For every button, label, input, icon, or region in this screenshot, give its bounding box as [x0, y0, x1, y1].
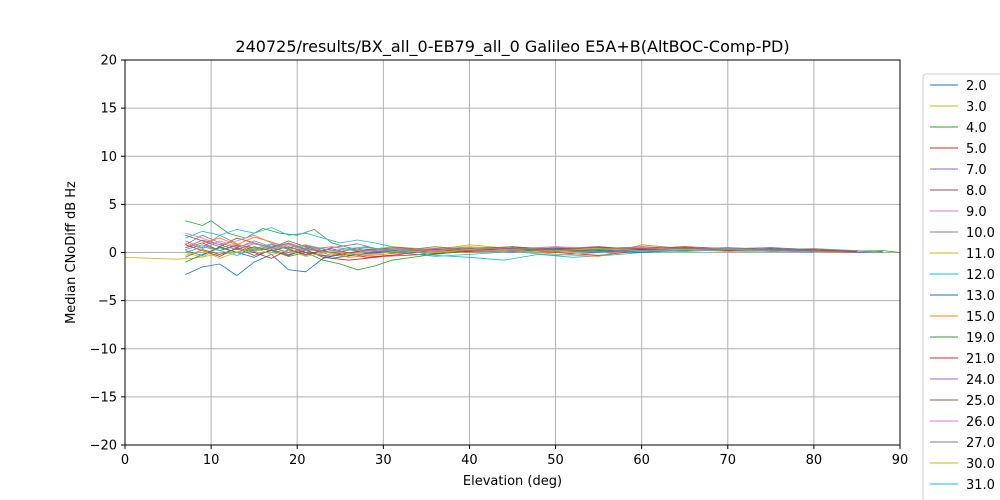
- x-tick-label: 50: [547, 453, 564, 468]
- series-line-30-0: [185, 247, 814, 259]
- legend-label: 25.0: [966, 394, 995, 409]
- x-tick-label: 30: [375, 453, 392, 468]
- legend-label: 19.0: [966, 331, 995, 346]
- axis-ticks: 0 10 20 30 40 50 60 70 80 90 −20 −15 −10 −5 0 5 10 15 20: [90, 54, 909, 469]
- x-tick-label: 40: [461, 453, 478, 468]
- y-tick-label: 0: [109, 246, 117, 261]
- x-tick-label: 20: [289, 453, 306, 468]
- legend-label: 21.0: [966, 352, 995, 367]
- legend-box: [922, 73, 1000, 500]
- legend: 2.0 3.0 4.0 5.0 7.0 8.0 9.0 10.0 11.0 12.0 13.0 15.…: [922, 73, 1000, 500]
- y-tick-label: −5: [98, 294, 117, 309]
- series-lines: [124, 220, 901, 277]
- x-axis-label: Elevation (deg): [463, 474, 562, 489]
- series-line-24-0: [185, 239, 857, 256]
- legend-label: 10.0: [966, 226, 995, 241]
- legend-label: 9.0: [966, 205, 987, 220]
- legend-label: 11.0: [966, 247, 995, 262]
- legend-label: 12.0: [966, 268, 995, 283]
- x-tick-label: 90: [892, 453, 909, 468]
- chart-title: 240725/results/BX_all_0-EB79_all_0 Galil…: [235, 37, 789, 57]
- x-tick-label: 60: [633, 453, 650, 468]
- y-axis-label: Median CNoDiff dB Hz: [64, 181, 79, 324]
- x-tick-label: 80: [806, 453, 823, 468]
- y-tick-label: −15: [90, 390, 117, 405]
- y-tick-label: 5: [109, 198, 117, 213]
- series-line-31-0: [185, 243, 814, 257]
- legend-label: 15.0: [966, 310, 995, 325]
- y-tick-label: −20: [90, 439, 117, 454]
- y-tick-label: 20: [100, 54, 117, 69]
- legend-label: 5.0: [966, 142, 987, 157]
- y-tick-label: 15: [100, 102, 117, 117]
- x-tick-label: 10: [203, 453, 220, 468]
- legend-label: 13.0: [966, 289, 995, 304]
- legend-label: 30.0: [966, 457, 995, 472]
- legend-label: 3.0: [966, 100, 987, 115]
- legend-label: 7.0: [966, 163, 987, 178]
- legend-label: 2.0: [966, 79, 987, 94]
- legend-label: 26.0: [966, 415, 995, 430]
- x-tick-label: 70: [720, 453, 737, 468]
- legend-label: 31.0: [966, 478, 995, 493]
- y-tick-label: −10: [90, 342, 117, 357]
- series-line-26-0: [185, 240, 814, 252]
- x-tick-label: 0: [121, 453, 129, 468]
- y-tick-label: 10: [100, 150, 117, 165]
- legend-label: 4.0: [966, 121, 987, 136]
- legend-label: 8.0: [966, 184, 987, 199]
- legend-label: 24.0: [966, 373, 995, 388]
- legend-items: 2.0 3.0 4.0 5.0 7.0 8.0 9.0 10.0 11.0 12.0 13.0 15.…: [930, 79, 995, 493]
- legend-label: 27.0: [966, 436, 995, 451]
